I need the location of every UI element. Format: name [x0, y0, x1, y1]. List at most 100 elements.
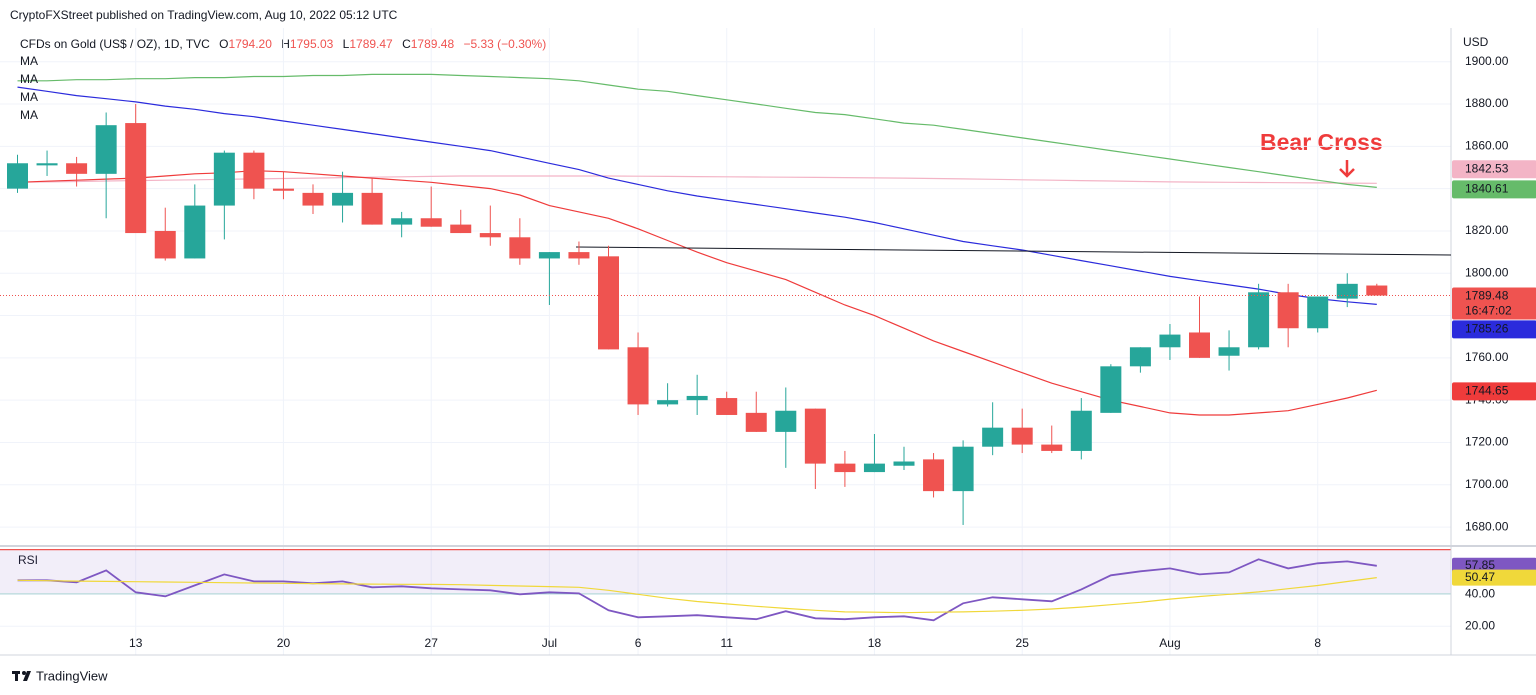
rsi-label: 50.47 [1465, 570, 1495, 584]
candle-body [36, 163, 58, 166]
symbol-title: CFDs on Gold (US$ / OZ), 1D, TVC [20, 37, 210, 51]
candle-body [450, 224, 472, 234]
candle-body [272, 188, 294, 191]
candle-body [213, 152, 235, 206]
candle-body [391, 218, 413, 225]
candle-body [1366, 285, 1388, 296]
rsi-label-bg [1452, 569, 1536, 586]
moving-average-line [17, 86, 1377, 305]
candle-body [923, 459, 945, 492]
candle-body [1307, 296, 1329, 329]
y-tick-label: 1800.00 [1465, 265, 1509, 279]
rsi-label: 57.85 [1465, 558, 1495, 572]
x-tick-label: Aug [1159, 636, 1180, 650]
candle-body [627, 347, 649, 405]
legend-key: H [281, 37, 290, 51]
candle-body [686, 395, 708, 401]
candle-body [332, 192, 354, 206]
rsi-line [17, 577, 1377, 614]
candle-body [1129, 347, 1151, 367]
trend-line [575, 246, 1452, 256]
candle-body [834, 463, 856, 473]
candle-body [95, 125, 117, 174]
y-tick-label: 1700.00 [1465, 477, 1509, 491]
footer-logo [12, 671, 31, 681]
candle-body [538, 252, 560, 259]
legend-value: 1794.20 [229, 37, 273, 51]
rsi-title: RSI [18, 553, 38, 567]
candle-body [952, 446, 974, 492]
price-label-bg [1452, 382, 1536, 401]
legend-entry: MA [20, 72, 38, 86]
arrow-head [1339, 168, 1355, 178]
candle-body [775, 410, 797, 432]
legend-entry: MA [20, 54, 38, 68]
candle-body [804, 408, 826, 464]
candle-body [125, 123, 147, 234]
candle-body [657, 400, 679, 405]
price-label-bg [1452, 320, 1536, 339]
y-tick-label: 1860.00 [1465, 139, 1509, 153]
y-tick-label: 1760.00 [1465, 350, 1509, 364]
candle-body [154, 230, 176, 259]
legend-key: O [219, 37, 228, 51]
symbol-legend: CFDs on Gold (US$ / OZ), 1D, TVC O1794.2… [20, 37, 546, 51]
price-label: 1744.65 [1465, 384, 1509, 398]
legend-entry: MA [20, 108, 38, 122]
candle-body [509, 237, 531, 259]
labels-layer: 1680.001700.001720.001740.001760.001780.… [20, 54, 1536, 650]
candle-body [745, 412, 767, 432]
legend-entry: MA [20, 90, 38, 104]
y-tick-label: 1720.00 [1465, 435, 1509, 449]
candle-body [7, 163, 28, 189]
y-tick-label: 1900.00 [1465, 54, 1509, 68]
candle-body [302, 192, 324, 206]
published-note: CryptoFXStreet published on TradingView.… [10, 8, 398, 22]
candle-body [1041, 444, 1063, 451]
x-tick-label: 11 [720, 636, 733, 650]
logo-part [23, 671, 31, 681]
legend-key: C [402, 37, 411, 51]
candle-body [863, 463, 885, 473]
candle-body [66, 163, 88, 174]
candle-body [1248, 292, 1270, 348]
price-label-bg [1452, 160, 1536, 179]
legend-value: 1789.48 [411, 37, 455, 51]
candle-body [1011, 427, 1033, 445]
candle-body [243, 152, 265, 189]
x-tick-label: Jul [542, 636, 557, 650]
price-label: 1840.61 [1465, 182, 1509, 196]
rsi-band [0, 549, 1451, 595]
candle-body [479, 233, 501, 238]
candle-body [1100, 366, 1122, 413]
y-tick-label: 40.00 [1465, 586, 1495, 600]
candle-body [420, 218, 442, 227]
price-label: 1789.48 [1465, 289, 1509, 303]
moving-average-line [17, 73, 1377, 188]
x-tick-label: 27 [425, 636, 439, 650]
candle-body [184, 205, 206, 259]
candle-body [1070, 410, 1092, 451]
price-label-bg [1452, 180, 1536, 199]
countdown-label: 16:47:02 [1465, 304, 1512, 318]
y-tick-label: 1880.00 [1465, 96, 1509, 110]
price-label-bg [1452, 287, 1536, 320]
y-tick-label: 1820.00 [1465, 223, 1509, 237]
legend-value: 1789.47 [349, 37, 393, 51]
candle-body [1277, 292, 1299, 329]
y-tick-label: 1680.00 [1465, 519, 1509, 533]
logo-part [15, 671, 18, 681]
candle-body [568, 252, 590, 259]
x-tick-label: 25 [1016, 636, 1030, 650]
marks-layer [0, 73, 1452, 622]
x-tick-label: 20 [277, 636, 291, 650]
candle-body [1336, 283, 1358, 299]
legend-change: −5.33 (−0.30%) [463, 37, 546, 51]
x-tick-label: 6 [635, 636, 642, 650]
y-tick-label: 20.00 [1465, 618, 1495, 632]
panes-layer [0, 28, 1536, 656]
candle-body [598, 256, 619, 350]
price-label: 1785.26 [1465, 322, 1509, 336]
candle-body [982, 427, 1004, 447]
